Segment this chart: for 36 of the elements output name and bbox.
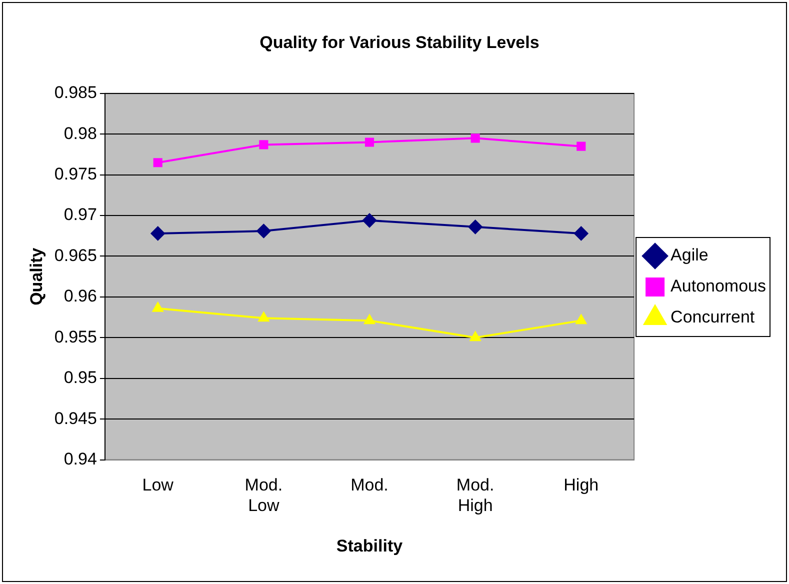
legend-label: Concurrent: [670, 308, 755, 327]
y-tick-label: 0.97: [64, 205, 97, 224]
legend-label: Agile: [670, 246, 708, 265]
point: [152, 302, 164, 312]
point: [364, 138, 374, 147]
point: [574, 226, 588, 240]
point: [362, 213, 376, 228]
x-tick-label: Mod. High: [456, 476, 494, 516]
y-axis-title: Quality: [26, 247, 46, 306]
point: [259, 140, 268, 150]
x-tick-label: Mod. Low: [244, 476, 283, 516]
y-tick-label: 0.985: [54, 83, 97, 102]
x-tick-label: High: [564, 476, 599, 495]
x-tick-label: Mod.: [350, 476, 388, 495]
point: [150, 226, 165, 240]
y-tick-label: 0.95: [64, 368, 97, 388]
point: [258, 312, 270, 322]
y-tick-label: 0.945: [54, 408, 97, 428]
point: [256, 224, 271, 238]
chart-title: Quality for Various Stability Levels: [260, 32, 540, 52]
y-tick-label: 0.96: [64, 286, 97, 306]
y-tick-label: 0.98: [64, 124, 97, 143]
x-tick-label: Low: [142, 476, 174, 495]
y-tick-label: 0.955: [54, 327, 97, 346]
point: [470, 134, 480, 143]
point: [576, 142, 586, 151]
y-tick-label: 0.94: [64, 449, 97, 468]
point: [364, 314, 375, 324]
legend-label: Autonomous: [670, 276, 766, 296]
point: [470, 332, 481, 342]
y-tick-label: 0.975: [54, 164, 97, 184]
point: [468, 220, 482, 234]
point: [153, 158, 162, 168]
point: [576, 314, 586, 324]
y-tick-label: 0.965: [54, 246, 97, 265]
x-axis-title: Stability: [336, 536, 404, 556]
